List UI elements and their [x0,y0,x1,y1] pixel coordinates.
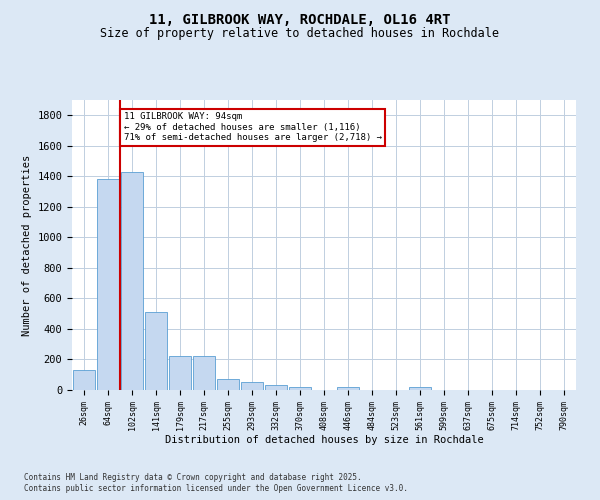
Bar [169,356,191,390]
Bar [193,356,215,390]
Bar [337,387,359,390]
Bar [409,387,431,390]
Bar [97,180,119,390]
Bar [73,370,95,390]
Bar [145,312,167,390]
Text: Size of property relative to detached houses in Rochdale: Size of property relative to detached ho… [101,28,499,40]
Bar [217,378,239,390]
X-axis label: Distribution of detached houses by size in Rochdale: Distribution of detached houses by size … [164,436,484,446]
Bar [121,172,143,390]
Text: Contains public sector information licensed under the Open Government Licence v3: Contains public sector information licen… [24,484,408,493]
Bar [289,387,311,390]
Text: 11, GILBROOK WAY, ROCHDALE, OL16 4RT: 11, GILBROOK WAY, ROCHDALE, OL16 4RT [149,12,451,26]
Bar [265,386,287,390]
Bar [241,382,263,390]
Text: Contains HM Land Registry data © Crown copyright and database right 2025.: Contains HM Land Registry data © Crown c… [24,472,362,482]
Text: 11 GILBROOK WAY: 94sqm
← 29% of detached houses are smaller (1,116)
71% of semi-: 11 GILBROOK WAY: 94sqm ← 29% of detached… [124,112,382,142]
Y-axis label: Number of detached properties: Number of detached properties [22,154,32,336]
